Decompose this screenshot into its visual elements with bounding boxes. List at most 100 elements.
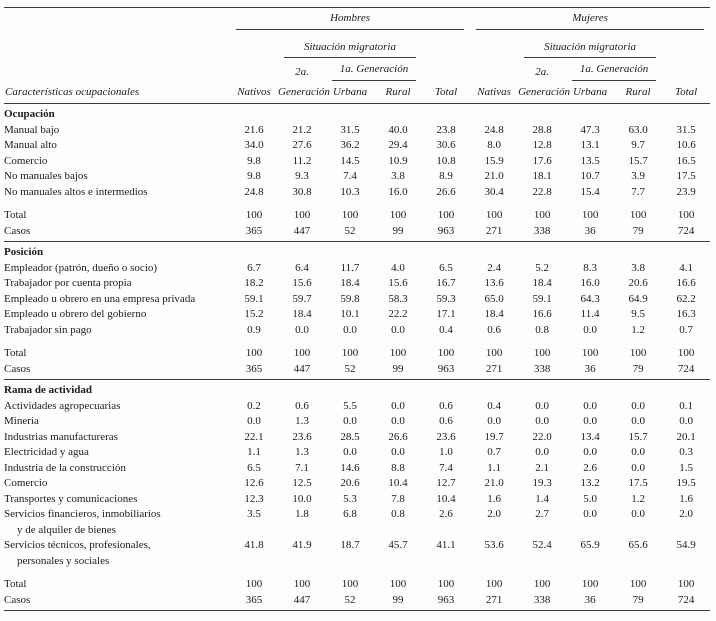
cell-value: 0.4 <box>487 399 501 412</box>
cell-value: 6.7 <box>247 261 261 274</box>
cell-value: 100 <box>533 209 551 221</box>
cell-value: 1.2 <box>631 323 645 336</box>
cell-value: 724 <box>662 592 711 611</box>
cell-value: 41.8 <box>244 539 264 551</box>
cell-value: 11.4 <box>580 308 600 320</box>
spacer-row <box>4 569 710 577</box>
cell-value: 365 <box>230 592 278 611</box>
cell-value: 10.7 <box>580 170 600 182</box>
cell-value: 10.0 <box>292 492 312 505</box>
cell-value: 8.8 <box>391 461 405 474</box>
cell-value: 100 <box>677 209 695 221</box>
cell-value: 100 <box>437 578 455 590</box>
cell-value: 1.3 <box>295 446 309 458</box>
cell-value: 963 <box>422 592 471 611</box>
cell-value: 2.1 <box>535 461 549 474</box>
cell-value: 0.0 <box>631 415 645 427</box>
statistics-table: Hombres Mujeres Situación migratoria Sit… <box>4 7 711 611</box>
cell-value: 65.9 <box>580 539 600 551</box>
cell-value: 13.5 <box>580 154 600 167</box>
table-row: Empleado u obrero del gobierno 15.2 18.4 10… <box>4 307 710 323</box>
table-row: Industria de la construcción 6.5 7.1 14.6 8.… <box>4 461 710 477</box>
cell-value: 12.5 <box>292 477 312 489</box>
spacer <box>4 200 710 208</box>
cell-value: 8.0 <box>487 139 501 151</box>
cell-value: 17.6 <box>532 154 552 167</box>
group-header-hombres-label: Hombres <box>236 11 465 30</box>
cell-value: 100 <box>533 347 551 359</box>
col-header-nativos: Nativos <box>230 82 278 104</box>
cell-value: 18.4 <box>532 277 552 289</box>
cell-value: 28.5 <box>340 430 360 443</box>
cell-value: 11.7 <box>340 261 360 274</box>
cell-value: 7.4 <box>343 170 357 182</box>
table-row: Trabajador sin pago 0.9 0.0 0.0 0.0 0.4 0.6 0.8… <box>4 323 710 339</box>
col-header-generacion-hombres: Generación <box>278 82 330 104</box>
cell-value: 79 <box>614 223 663 242</box>
cell-value: 8.9 <box>439 170 453 182</box>
cell-value: 12.8 <box>532 139 552 151</box>
spacer <box>4 338 710 346</box>
cell-value: 21.0 <box>484 170 504 182</box>
cell-value: 10.9 <box>388 154 408 167</box>
cell-value: 52.4 <box>532 539 552 551</box>
cell-value: 29.4 <box>388 139 408 151</box>
cell-value: 18.4 <box>340 277 360 289</box>
row-label: Total <box>4 578 27 590</box>
cell-value: 0.0 <box>391 399 405 412</box>
cell-value: 271 <box>470 592 519 611</box>
cell-value: 18.1 <box>532 170 552 182</box>
cell-value: 0.0 <box>631 461 645 474</box>
subheader-situacion-hombres-label: Situación migratoria <box>284 40 416 58</box>
total-row: Total 100 100 100 100 100 100 100 100 100 100 <box>4 346 710 362</box>
cell-value: 1.2 <box>631 492 645 505</box>
section-title: Ocupación <box>4 108 55 120</box>
cell-value: 23.6 <box>292 430 312 443</box>
cell-value: 13.4 <box>580 430 600 443</box>
cell-value: 0.0 <box>583 415 597 427</box>
cell-value: 16.5 <box>676 154 696 167</box>
cell-value: 963 <box>422 223 471 242</box>
casos-row: Casos 365 447 52 99 963 271 338 36 79 724 <box>4 223 711 242</box>
header-row-generacion: 2a. 1a. Generación 2a. 1a. Generación <box>4 60 710 83</box>
cell-value: 8.3 <box>583 261 597 274</box>
cell-value: 1.8 <box>295 508 309 520</box>
cell-value: 100 <box>677 578 695 590</box>
cell-value: 5.0 <box>583 492 597 505</box>
cell-value: 0.0 <box>343 446 357 458</box>
cell-value: 22.1 <box>244 430 264 443</box>
cell-value: 2.6 <box>583 461 597 474</box>
cell-value: 13.6 <box>484 277 504 289</box>
cell-value: 19.7 <box>484 430 504 443</box>
cell-value: 100 <box>389 347 407 359</box>
cell-value: 100 <box>629 578 647 590</box>
cell-value: 9.8 <box>247 154 261 167</box>
cell-value: 338 <box>518 223 567 242</box>
cell-value: 10.1 <box>340 308 360 320</box>
table-row: Comercio 9.8 11.2 14.5 10.9 10.8 15.9 17.6 13.5 1… <box>4 154 710 170</box>
cell-value: 36 <box>566 592 615 611</box>
cell-value: 100 <box>341 209 359 221</box>
cell-value: 59.3 <box>436 292 456 305</box>
cell-value: 23.6 <box>436 430 456 443</box>
cell-value: 5.5 <box>343 399 357 412</box>
stub-header: Características ocupacionales <box>4 82 230 104</box>
cell-value: 26.6 <box>388 430 408 443</box>
cell-value: 23.8 <box>436 123 456 136</box>
cell-value: 15.2 <box>244 308 264 320</box>
cell-value: 47.3 <box>580 123 600 136</box>
table-row: Manual bajo 21.6 21.2 31.5 40.0 23.8 24.8 28.8 4… <box>4 123 710 139</box>
row-label: Minería <box>4 415 39 427</box>
table-row: Minería 0.0 1.3 0.0 0.0 0.6 0.0 0.0 0.0 0.0 0.0 <box>4 414 710 430</box>
casos-row: Casos 365 447 52 99 963 271 338 36 79 724 <box>4 361 711 380</box>
cell-value: 100 <box>341 347 359 359</box>
cell-value: 447 <box>278 592 326 611</box>
cell-value: 15.4 <box>580 185 600 198</box>
cell-value: 22.2 <box>388 308 408 320</box>
cell-value: 15.7 <box>628 154 648 167</box>
row-label: Casos <box>4 592 230 611</box>
cell-value: 338 <box>518 361 567 380</box>
cell-value: 1.0 <box>439 446 453 458</box>
table-row: Industrias manufactureras 22.1 23.6 28.5 26.… <box>4 430 710 446</box>
